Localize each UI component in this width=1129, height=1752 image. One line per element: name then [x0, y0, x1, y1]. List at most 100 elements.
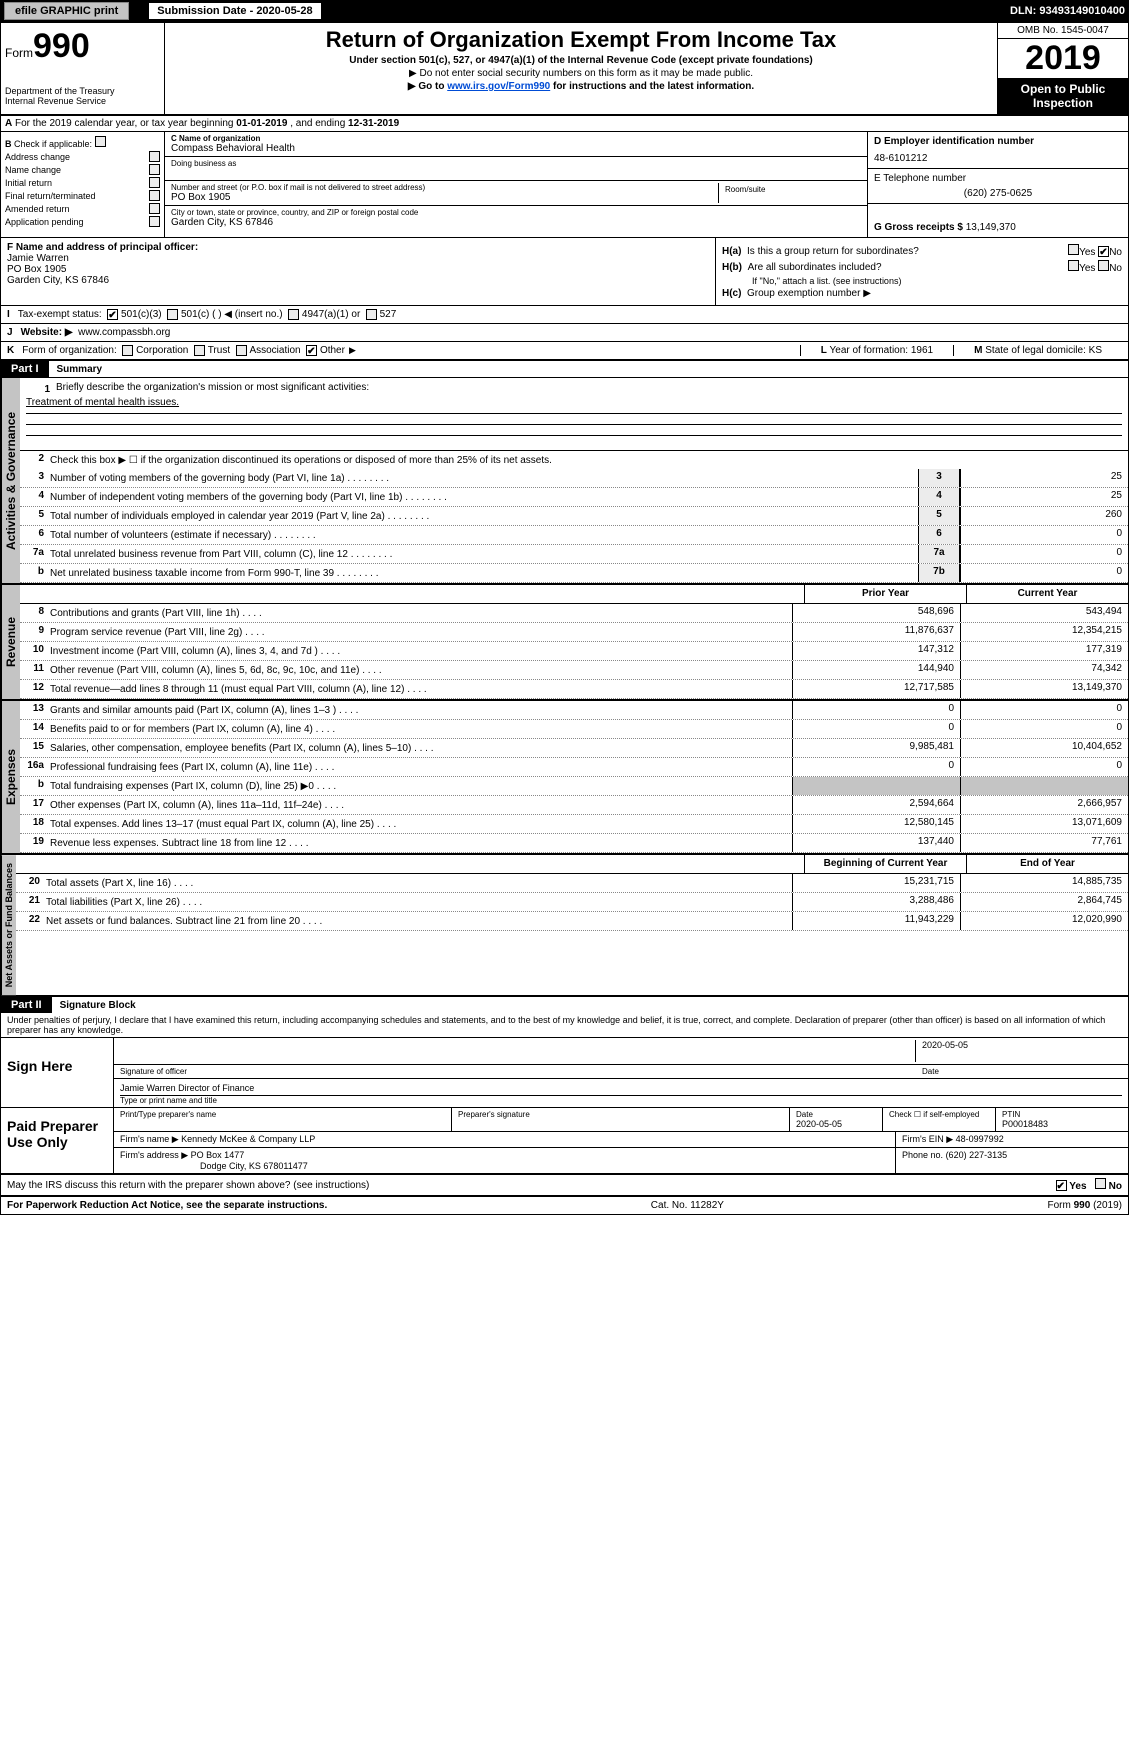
line-row: 9Program service revenue (Part VIII, lin… — [20, 623, 1128, 642]
col-h: H(a) Is this a group return for subordin… — [716, 238, 1128, 305]
instructions-link[interactable]: www.irs.gov/Form990 — [447, 81, 550, 92]
prior-value: 3,288,486 — [792, 893, 960, 911]
line-text: Other expenses (Part IX, column (A), lin… — [50, 798, 792, 813]
checkbox-row: Amended return — [5, 203, 160, 214]
line-text: Salaries, other compensation, employee b… — [50, 741, 792, 756]
discuss-row: May the IRS discuss this return with the… — [1, 1175, 1128, 1197]
firm-addr-label: Firm's address ▶ — [120, 1150, 188, 1160]
form-head-left: Form990 Department of the Treasury Inter… — [1, 23, 165, 114]
line-row: 5Total number of individuals employed in… — [20, 507, 1128, 526]
4947-checkbox[interactable] — [288, 309, 299, 320]
other-checkbox[interactable] — [306, 345, 317, 356]
officer-label: F Name and address of principal officer: — [7, 242, 198, 253]
line-num: 18 — [20, 815, 50, 828]
line-value: 25 — [960, 469, 1128, 487]
ha-yes-checkbox[interactable] — [1068, 244, 1079, 255]
row-a-end: 12-31-2019 — [348, 118, 399, 129]
item-checkbox[interactable] — [149, 151, 160, 162]
line-row: 11Other revenue (Part VIII, column (A), … — [20, 661, 1128, 680]
line-text: Investment income (Part VIII, column (A)… — [50, 644, 792, 659]
line-num: 16a — [20, 758, 50, 771]
line-text: Total number of individuals employed in … — [50, 509, 918, 524]
item-checkbox[interactable] — [149, 203, 160, 214]
prior-value — [792, 777, 960, 795]
prior-value: 9,985,481 — [792, 739, 960, 757]
efile-button[interactable]: efile GRAPHIC print — [4, 2, 129, 20]
line-box: 6 — [918, 526, 960, 544]
submission-date: Submission Date - 2020-05-28 — [149, 3, 320, 19]
revenue-label: Revenue — [1, 585, 20, 699]
header-bar: efile GRAPHIC print Submission Date - 20… — [0, 0, 1129, 22]
line-value: 260 — [960, 507, 1128, 525]
checkbox-row: Application pending — [5, 216, 160, 227]
form-number: 990 — [33, 27, 90, 65]
row-a-pre: For the 2019 calendar year, or tax year … — [15, 118, 236, 129]
checkbox-row: Name change — [5, 164, 160, 175]
trust-checkbox[interactable] — [194, 345, 205, 356]
discuss-no: No — [1109, 1181, 1122, 1192]
perjury-text: Under penalties of perjury, I declare th… — [1, 1013, 1128, 1038]
form-subtitle: Under section 501(c), 527, or 4947(a)(1)… — [175, 55, 987, 66]
hb-yes-checkbox[interactable] — [1068, 260, 1079, 271]
line-text: Revenue less expenses. Subtract line 18 … — [50, 836, 792, 851]
501c3-checkbox[interactable] — [107, 309, 118, 320]
firm-name: Kennedy McKee & Company LLP — [181, 1134, 315, 1144]
prior-value: 0 — [792, 701, 960, 719]
discuss-yes-checkbox[interactable] — [1056, 1180, 1067, 1191]
line-text: Number of independent voting members of … — [50, 490, 918, 505]
ha-no-checkbox[interactable] — [1098, 246, 1109, 257]
row-a-begin: 01-01-2019 — [236, 118, 287, 129]
expenses-label: Expenses — [1, 701, 20, 853]
line-text: Program service revenue (Part VIII, line… — [50, 625, 792, 640]
item-checkbox[interactable] — [149, 216, 160, 227]
corp-checkbox[interactable] — [122, 345, 133, 356]
org-name: Compass Behavioral Health — [171, 143, 861, 154]
line-num: 22 — [16, 912, 46, 925]
line-num: 20 — [16, 874, 46, 887]
footer-right-post: (2019) — [1090, 1200, 1122, 1211]
applicable-checkbox[interactable] — [95, 136, 106, 147]
opt-501c3: 501(c)(3) — [121, 309, 162, 320]
checkbox-row: Initial return — [5, 177, 160, 188]
item-checkbox[interactable] — [149, 190, 160, 201]
discuss-no-checkbox[interactable] — [1095, 1178, 1106, 1189]
l-label: L — [821, 345, 827, 356]
l-text: Year of formation: — [830, 345, 909, 356]
line-text: Net unrelated business taxable income fr… — [50, 566, 918, 581]
net-section: Net Assets or Fund Balances Beginning of… — [1, 855, 1128, 997]
line-value: 0 — [960, 526, 1128, 544]
item-checkbox[interactable] — [149, 177, 160, 188]
firm-addr2: Dodge City, KS 678011477 — [120, 1161, 308, 1171]
m-text: State of legal domicile: — [985, 345, 1086, 356]
line-row: bTotal fundraising expenses (Part IX, co… — [20, 777, 1128, 796]
hb-no-checkbox[interactable] — [1098, 260, 1109, 271]
prior-value: 2,594,664 — [792, 796, 960, 814]
line-value: 0 — [960, 564, 1128, 582]
line-text: Total liabilities (Part X, line 26) . . … — [46, 895, 792, 910]
link-post: for instructions and the latest informat… — [550, 81, 754, 92]
city-value: Garden City, KS 67846 — [171, 217, 861, 228]
current-value: 0 — [960, 758, 1128, 776]
part1-row: Part I Summary — [1, 361, 1128, 378]
line-box: 7b — [918, 564, 960, 582]
item-checkbox[interactable] — [149, 164, 160, 175]
part2-label: Part II — [1, 997, 52, 1013]
line-row: 6Total number of volunteers (estimate if… — [20, 526, 1128, 545]
item-label: Amended return — [5, 204, 70, 214]
527-checkbox[interactable] — [366, 309, 377, 320]
part2-title: Signature Block — [52, 998, 144, 1013]
governance-label: Activities & Governance — [1, 378, 20, 583]
line-row: 4Number of independent voting members of… — [20, 488, 1128, 507]
line-box: 7a — [918, 545, 960, 563]
line-text: Total assets (Part X, line 16) . . . . — [46, 876, 792, 891]
hb-text: Are all subordinates included? — [748, 262, 882, 273]
line-row: 19Revenue less expenses. Subtract line 1… — [20, 834, 1128, 853]
501c-checkbox[interactable] — [167, 309, 178, 320]
current-value: 0 — [960, 720, 1128, 738]
hc-label: H(c) — [722, 288, 741, 299]
current-value: 74,342 — [960, 661, 1128, 679]
line-text: Other revenue (Part VIII, column (A), li… — [50, 663, 792, 678]
line-row: 21Total liabilities (Part X, line 26) . … — [16, 893, 1128, 912]
room-label: Room/suite — [725, 185, 855, 194]
assoc-checkbox[interactable] — [236, 345, 247, 356]
